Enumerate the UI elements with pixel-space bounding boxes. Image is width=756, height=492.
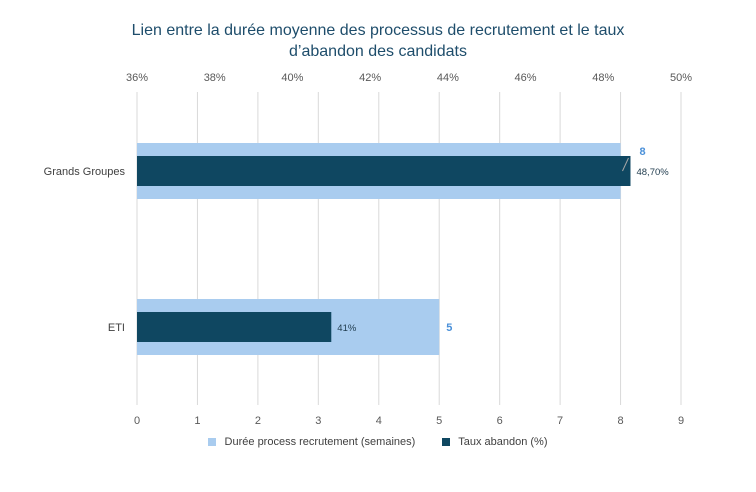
chart-title-line-1: Lien entre la durée moyenne des processu… <box>131 22 625 39</box>
bottom-tick-label-8: 8 <box>617 415 623 427</box>
legend-label-taux: Taux abandon (%) <box>458 436 548 449</box>
data-label-duree-eti: 5 <box>446 322 452 334</box>
legend-label-duree: Durée process recrutement (semaines) <box>224 436 416 449</box>
bottom-tick-label-7: 7 <box>557 415 563 427</box>
legend-swatch-duree <box>208 438 217 447</box>
bottom-tick-label-1: 1 <box>194 415 200 427</box>
top-tick-label-2: 40% <box>281 72 303 84</box>
chart-title: Lien entre la durée moyenne des processu… <box>0 20 756 62</box>
bottom-tick-label-0: 0 <box>134 415 140 427</box>
data-label-taux-eti: 41% <box>337 323 357 334</box>
top-tick-label-3: 42% <box>359 72 381 84</box>
bottom-tick-label-5: 5 <box>436 415 442 427</box>
bar-taux-grands-groupes <box>137 156 631 186</box>
legend-item-duree: Durée process recrutement (semaines) <box>208 436 415 448</box>
category-label-eti: ETI <box>108 322 125 334</box>
bottom-tick-label-6: 6 <box>497 415 503 427</box>
chart-legend: Durée process recrutement (semaines) Tau… <box>0 436 756 448</box>
data-label-taux-grands-groupes: 48,70% <box>636 167 669 178</box>
top-tick-label-0: 36% <box>126 72 148 84</box>
top-tick-label-1: 38% <box>204 72 226 84</box>
top-tick-label-4: 44% <box>437 72 459 84</box>
bottom-tick-label-9: 9 <box>678 415 684 427</box>
leader-line-duree-grands-groupes <box>622 157 629 172</box>
top-tick-label-6: 48% <box>592 72 614 84</box>
top-tick-label-7: 50% <box>670 72 692 84</box>
bar-taux-eti <box>137 312 332 342</box>
bottom-tick-label-3: 3 <box>315 415 321 427</box>
chart-title-line-2: d’abandon des candidats <box>289 43 467 60</box>
bottom-tick-label-2: 2 <box>255 415 261 427</box>
legend-item-taux: Taux abandon (%) <box>442 436 548 449</box>
top-tick-label-5: 46% <box>515 72 537 84</box>
data-label-duree-grands-groupes: 8 <box>640 146 646 158</box>
bottom-tick-label-4: 4 <box>376 415 382 427</box>
legend-swatch-taux <box>442 438 451 447</box>
category-label-grands-groupes: Grands Groupes <box>44 166 126 178</box>
